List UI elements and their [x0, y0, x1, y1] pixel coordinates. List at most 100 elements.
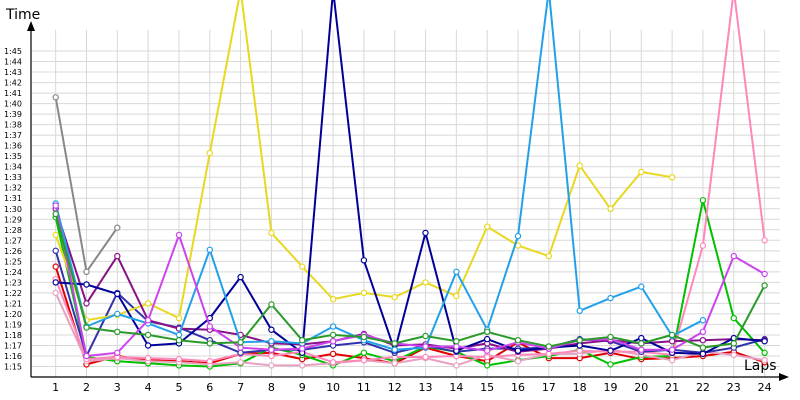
y-tick-label: 1:27	[4, 236, 22, 245]
y-tick-label: 1:44	[4, 58, 22, 67]
data-point	[607, 294, 614, 302]
data-point	[206, 358, 213, 365]
y-axis-title: Time	[5, 7, 40, 23]
data-point	[52, 247, 59, 254]
data-point	[699, 337, 707, 344]
data-point	[453, 268, 460, 275]
data-point	[114, 252, 121, 260]
x-tick-labels: 1 2 3 4 5 6 7 8 9 10 11 12 13 14 15 16 17 18 19 20 21 22 23 24	[52, 381, 771, 394]
data-point	[329, 338, 337, 345]
data-point	[607, 347, 614, 354]
data-point	[607, 361, 614, 368]
data-point	[761, 349, 768, 356]
data-point	[268, 301, 275, 308]
data-point	[576, 162, 583, 169]
data-point	[699, 328, 707, 335]
data-point	[668, 331, 676, 339]
grid-layer	[31, 30, 780, 377]
data-point	[730, 351, 738, 359]
y-tick-label: 1:22	[4, 289, 22, 298]
y-tick-label: 1:35	[4, 152, 22, 161]
data-point	[699, 350, 707, 358]
data-point	[175, 331, 183, 339]
x-tick-label: 9	[299, 381, 306, 394]
y-tick-label: 1:28	[4, 226, 22, 235]
x-tick-label: 19	[603, 381, 617, 394]
data-point	[668, 173, 676, 181]
data-point	[761, 282, 768, 289]
data-point	[329, 296, 337, 303]
data-point	[83, 324, 90, 331]
data-point	[422, 353, 429, 361]
data-point	[144, 342, 152, 349]
y-tick-label: 1:24	[4, 268, 22, 277]
x-tick-label: 6	[206, 381, 213, 394]
data-point	[638, 340, 645, 347]
data-point	[699, 197, 707, 204]
y-tick-label: 1:33	[4, 173, 22, 182]
data-point	[422, 229, 429, 237]
data-point	[52, 279, 59, 286]
series-line	[54, 199, 766, 368]
data-point	[237, 339, 244, 346]
data-point	[607, 333, 614, 341]
y-tick-label: 1:37	[4, 131, 22, 140]
x-tick-label: 11	[357, 381, 371, 394]
x-tick-label: 18	[573, 381, 587, 394]
data-point	[576, 307, 583, 314]
data-point	[83, 352, 90, 360]
y-tick-label: 1:18	[4, 331, 22, 340]
series-2	[52, 197, 768, 370]
data-point	[52, 263, 59, 270]
y-tick-label: 1:41	[4, 89, 22, 98]
data-point	[761, 357, 768, 364]
data-point	[730, 314, 738, 322]
y-tick-label: 1:31	[4, 194, 22, 203]
data-point	[576, 337, 583, 344]
data-point	[360, 333, 368, 341]
data-point	[52, 231, 59, 239]
y-tick-label: 1:29	[4, 215, 22, 224]
y-tick-label: 1:45	[4, 47, 22, 56]
y-tick-label: 1:26	[4, 247, 22, 256]
data-point	[422, 343, 429, 350]
data-point	[329, 350, 337, 358]
y-tick-label: 1:17	[4, 341, 22, 350]
y-tick-label: 1:25	[4, 257, 22, 266]
data-point	[206, 246, 213, 253]
data-point	[453, 292, 460, 300]
data-point	[175, 337, 183, 344]
data-point	[422, 279, 429, 286]
data-point	[144, 331, 152, 339]
y-tick-label: 1:23	[4, 278, 22, 287]
data-point	[391, 346, 398, 353]
x-tick-label: 24	[758, 381, 772, 394]
data-point	[484, 328, 491, 335]
data-point	[299, 362, 306, 369]
y-tick-label: 1:21	[4, 299, 22, 308]
data-point	[175, 355, 183, 363]
x-tick-label: 17	[542, 381, 556, 394]
data-point	[638, 334, 645, 342]
data-point	[299, 337, 306, 344]
y-tick-label: 1:15	[4, 362, 22, 371]
data-point	[545, 343, 553, 350]
data-point	[175, 314, 183, 322]
y-tick-label: 1:38	[4, 121, 22, 130]
x-axis-arrow-icon	[779, 373, 789, 381]
data-point	[114, 349, 121, 356]
data-point	[360, 257, 368, 264]
x-tick-label: 22	[696, 381, 710, 394]
data-point	[638, 346, 645, 353]
data-point	[299, 345, 306, 352]
data-point	[668, 357, 676, 364]
data-point	[329, 359, 337, 366]
data-point	[329, 323, 337, 330]
x-tick-label: 3	[114, 381, 121, 394]
data-point	[638, 283, 645, 290]
data-point	[114, 328, 121, 335]
data-point	[699, 242, 707, 249]
y-tick-label: 1:32	[4, 184, 22, 193]
y-tick-label: 1:20	[4, 310, 22, 319]
x-tick-label: 7	[237, 381, 244, 394]
